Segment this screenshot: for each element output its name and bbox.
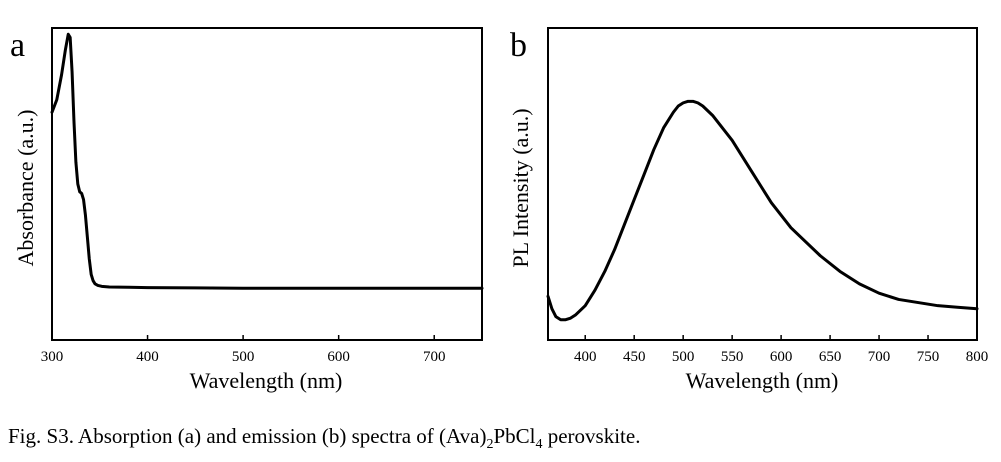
panel-b-x-tick-label: 650	[819, 349, 842, 365]
panel-b-x-tick-label: 400	[574, 349, 597, 365]
panel-b-x-tick-label: 600	[770, 349, 793, 365]
caption-formula: PbCl	[493, 424, 536, 448]
panel-a-x-tick-label: 500	[232, 349, 255, 365]
caption-prefix: Fig. S3. Absorption (a) and emission (b)…	[8, 424, 487, 448]
caption-suffix: perovskite.	[542, 424, 641, 448]
panel-b-x-axis-label: Wavelength (nm)	[686, 368, 839, 393]
panel-a-x-tick-label: 400	[136, 349, 159, 365]
panel-a-absorbance-curve	[50, 32, 484, 290]
panel-b-x-ticks: 400 450 500 550 600 650 700 750 800	[574, 335, 988, 365]
panel-b-x-tick-label: 500	[672, 349, 695, 365]
panel-b-plot-frame	[547, 27, 978, 341]
panel-a-letter: a	[10, 27, 25, 64]
panel-b-x-tick-label: 450	[623, 349, 646, 365]
panel-b-x-tick-label: 550	[721, 349, 744, 365]
panel-a-plot-frame	[51, 27, 483, 341]
panel-a-x-tick-label: 300	[41, 349, 64, 365]
panel-a-x-axis-label: Wavelength (nm)	[190, 368, 343, 393]
panel-b-chart: b PL Intensity (a.u.) Wavelength (nm) 40…	[508, 27, 988, 393]
panel-b-pl-curve	[546, 99, 979, 322]
panel-a-x-ticks: 300 400 500 600 700	[41, 335, 446, 365]
panel-a-y-axis-label: Absorbance (a.u.)	[13, 110, 38, 267]
caption-subscript-1: 2	[486, 437, 494, 453]
panel-b-x-tick-label: 700	[868, 349, 891, 365]
panel-a-x-tick-label: 600	[327, 349, 350, 365]
panel-b-x-tick-label: 800	[966, 349, 989, 365]
caption-subscript-2: 4	[535, 437, 543, 453]
panel-b-x-tick-label: 750	[917, 349, 940, 365]
figure-caption: Fig. S3. Absorption (a) and emission (b)…	[8, 424, 640, 453]
panel-a-chart: a Absorbance (a.u.) Wavelength (nm) 300 4…	[10, 27, 484, 393]
panel-b-y-axis-label: PL Intensity (a.u.)	[508, 108, 533, 267]
panel-b-letter: b	[510, 27, 527, 64]
panel-a-x-tick-label: 700	[423, 349, 446, 365]
